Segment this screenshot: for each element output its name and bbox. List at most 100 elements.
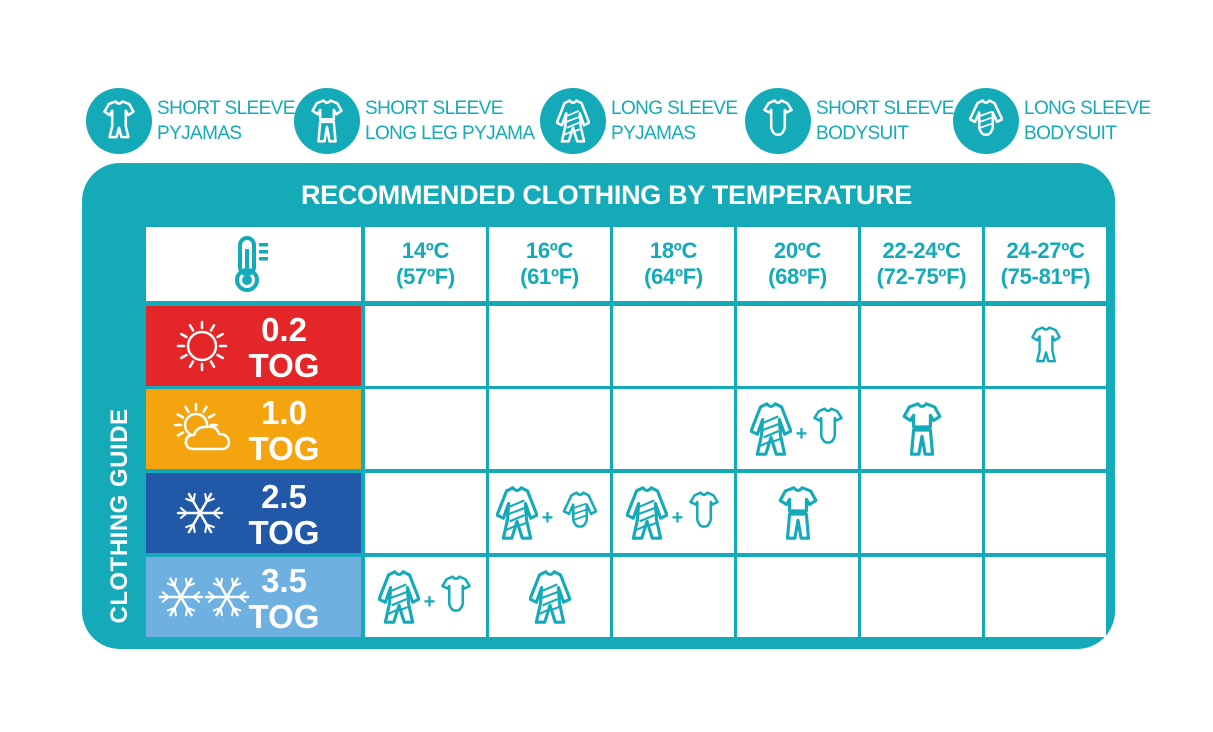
- temperature-header: 22-24ºC (72-75ºF): [861, 227, 982, 301]
- clothing-cell: [985, 389, 1106, 469]
- legend-badge: [953, 88, 1019, 154]
- temp-celsius: 16ºC: [525, 238, 574, 263]
- clothing-cell: +: [365, 557, 486, 637]
- temp-fahrenheit: (72-75ºF): [876, 264, 967, 289]
- snowflake-icon: [176, 492, 224, 534]
- legend-line2: BODYSUIT: [1024, 123, 1117, 144]
- plus-sign: +: [795, 422, 808, 445]
- sun-icon: [176, 320, 228, 372]
- temp-fahrenheit: (61ºF): [520, 264, 579, 289]
- temp-celsius: 18ºC: [649, 238, 698, 263]
- tog-number: 1.0: [261, 394, 307, 431]
- tog-value: 2.5 TOG: [229, 479, 339, 551]
- long-sleeve-pyjamas-icon: [749, 402, 792, 456]
- legend-text: SHORT SLEEVE PYJAMAS: [157, 96, 295, 146]
- clothing-cell: [861, 306, 982, 386]
- clothing-cell: [737, 306, 858, 386]
- clothing-combo: [1030, 320, 1062, 372]
- legend-line1: LONG SLEEVE: [611, 98, 738, 119]
- tog-unit: TOG: [248, 347, 320, 384]
- panel-title: RECOMMENDED CLOTHING BY TEMPERATURE: [300, 180, 912, 210]
- clothing-cell: [985, 473, 1106, 553]
- legend-text: SHORT SLEEVE BODYSUIT: [816, 96, 954, 146]
- legend-line1: SHORT SLEEVE: [816, 98, 954, 119]
- clothing-cell: [613, 306, 734, 386]
- temp-celsius: 20ºC: [773, 238, 822, 263]
- thermometer-icon: [234, 236, 268, 292]
- temp-celsius: 22-24ºC: [882, 238, 961, 263]
- thermometer-header-cell: [146, 227, 361, 301]
- tog-number: 0.2: [261, 311, 307, 348]
- long-sleeve-pyjamas-icon: [556, 99, 590, 143]
- short-sleeve-long-leg-pyjama-icon: [778, 486, 817, 540]
- temperature-header: 16ºC (61ºF): [489, 227, 610, 301]
- legend-text: LONG SLEEVE BODYSUIT: [1024, 96, 1151, 146]
- temperature-header: 24-27ºC (75-81ºF): [985, 227, 1106, 301]
- clothing-guide-label: CLOTHING GUIDE: [106, 408, 133, 624]
- temp-fahrenheit: (68ºF): [768, 264, 827, 289]
- legend-line2: LONG LEG PYJAMA: [365, 123, 535, 144]
- tog-rating-cell: 1.0 TOG: [146, 389, 361, 469]
- short-sleeve-pyjamas-icon: [1030, 326, 1061, 363]
- short-sleeve-bodysuit-icon: [763, 99, 793, 136]
- long-sleeve-pyjamas-icon: [377, 570, 420, 624]
- clothing-combo: +: [749, 398, 846, 460]
- clothing-cell: [365, 473, 486, 553]
- tog-rating-cell: 3.5 TOG: [146, 557, 361, 637]
- short-sleeve-bodysuit-icon: [441, 575, 472, 612]
- legend-item: SHORT SLEEVE PYJAMAS: [86, 88, 295, 154]
- legend-line2: PYJAMAS: [157, 123, 242, 144]
- clothing-cell: [861, 389, 982, 469]
- tog-rating-cell: 0.2 TOG: [146, 306, 361, 386]
- clothing-cell: [861, 557, 982, 637]
- legend-badge: [745, 88, 811, 154]
- tog-value: 3.5 TOG: [229, 563, 339, 635]
- legend-item: SHORT SLEEVE BODYSUIT: [745, 88, 954, 154]
- tog-unit: TOG: [248, 430, 320, 467]
- clothing-cell: [613, 557, 734, 637]
- clothing-cell: [737, 557, 858, 637]
- tog-value: 1.0 TOG: [229, 395, 339, 467]
- legend-line2: BODYSUIT: [816, 123, 909, 144]
- tog-number: 2.5: [261, 478, 307, 515]
- temperature-header: 14ºC (57ºF): [365, 227, 486, 301]
- long-sleeve-bodysuit-icon: [562, 491, 598, 528]
- clothing-cell: [737, 473, 858, 553]
- temp-celsius: 24-27ºC: [1006, 238, 1085, 263]
- clothing-combo: +: [495, 482, 604, 544]
- clothing-combo: [777, 482, 819, 544]
- legend-line1: LONG SLEEVE: [1024, 98, 1151, 119]
- long-sleeve-bodysuit-icon: [969, 99, 1003, 136]
- legend-text: LONG SLEEVE PYJAMAS: [611, 96, 738, 146]
- legend-badge: [86, 88, 152, 154]
- temp-fahrenheit: (75-81ºF): [1000, 264, 1091, 289]
- clothing-cell: [365, 389, 486, 469]
- legend-line2: PYJAMAS: [611, 123, 696, 144]
- short-sleeve-bodysuit-icon: [689, 491, 720, 528]
- legend-line1: SHORT SLEEVE: [365, 98, 503, 119]
- clothing-cell: [365, 306, 486, 386]
- tog-unit: TOG: [248, 598, 320, 635]
- short-sleeve-bodysuit-icon: [813, 407, 844, 444]
- legend-item: LONG SLEEVE BODYSUIT: [953, 88, 1151, 154]
- legend-badge: [540, 88, 606, 154]
- temp-celsius: 14ºC: [401, 238, 450, 263]
- clothing-cell: [861, 473, 982, 553]
- temp-fahrenheit: (57ºF): [396, 264, 455, 289]
- plus-sign: +: [671, 506, 684, 529]
- legend-item: SHORT SLEEVE LONG LEG PYJAMA: [294, 88, 535, 154]
- long-sleeve-pyjamas-icon: [528, 570, 571, 624]
- clothing-cell: [985, 557, 1106, 637]
- tog-value: 0.2 TOG: [229, 312, 339, 384]
- clothing-combo: +: [377, 566, 474, 628]
- temp-fahrenheit: (64ºF): [644, 264, 703, 289]
- sun-cloud-icon: [173, 402, 231, 451]
- tog-rating-cell: 2.5 TOG: [146, 473, 361, 553]
- legend-item: LONG SLEEVE PYJAMAS: [540, 88, 738, 154]
- long-sleeve-pyjamas-icon: [625, 486, 668, 540]
- clothing-cell: [489, 389, 610, 469]
- plus-sign: +: [541, 506, 554, 529]
- clothing-cell: +: [737, 389, 858, 469]
- clothing-cell: +: [489, 473, 610, 553]
- short-sleeve-long-leg-pyjama-icon: [902, 402, 941, 456]
